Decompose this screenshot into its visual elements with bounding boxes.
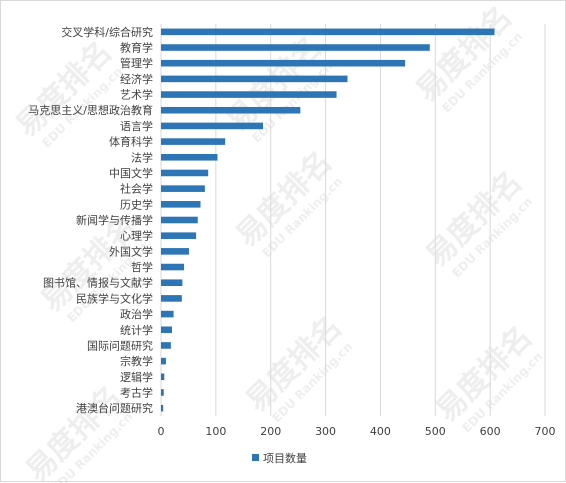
category-label: 港澳台问题研究 [76, 401, 153, 415]
category-label: 马克思主义/思想政治教育 [28, 103, 153, 117]
category-label: 法学 [131, 150, 153, 164]
bar [161, 28, 495, 36]
bar [161, 153, 218, 161]
bar [161, 91, 337, 98]
bar [161, 216, 198, 224]
bar [161, 295, 182, 302]
bar [161, 263, 185, 271]
tick-label: 400 [370, 425, 391, 438]
category-label: 语言学 [120, 119, 153, 133]
category-label: 统计学 [120, 323, 153, 337]
tick-label: 500 [425, 425, 446, 438]
tick-label: 600 [480, 425, 501, 438]
category-label: 政治学 [120, 307, 153, 321]
category-label: 哲学 [131, 260, 153, 274]
tick-label: 0 [158, 425, 165, 438]
category-labels: 交叉学科/综合研究教育学管理学经济学艺术学马克思主义/思想政治教育语言学体育科学… [28, 25, 153, 415]
category-label: 历史学 [120, 197, 153, 211]
category-label: 管理学 [120, 56, 153, 70]
category-label: 民族学与文化学 [76, 291, 153, 305]
tick-label: 100 [205, 425, 226, 438]
legend: 项目数量 [252, 452, 307, 465]
category-label: 体育科学 [109, 135, 153, 149]
category-label: 交叉学科/综合研究 [61, 25, 153, 39]
category-label: 国际问题研究 [87, 338, 153, 352]
bar [161, 106, 301, 114]
bar [161, 169, 209, 177]
bar [161, 59, 406, 67]
bar [161, 326, 172, 334]
category-label: 社会学 [120, 182, 153, 196]
bar [161, 373, 165, 381]
tick-label: 300 [315, 425, 336, 438]
category-label: 教育学 [120, 41, 153, 55]
bar [161, 404, 164, 412]
bar [161, 389, 164, 396]
bar [161, 357, 166, 365]
bar [161, 201, 201, 208]
legend-label: 项目数量 [263, 452, 307, 465]
value-tick-labels: 0 100 200 300 400 500 600 700 [158, 425, 556, 438]
category-label: 外国文学 [109, 244, 153, 258]
bar [161, 75, 348, 83]
tick-label: 200 [260, 425, 281, 438]
category-label: 考古学 [120, 385, 153, 399]
category-label: 图书馆、情报与文献学 [43, 276, 153, 290]
bar [161, 44, 430, 51]
category-label: 新闻学与传播学 [76, 213, 153, 227]
bars [161, 28, 495, 412]
category-label: 经济学 [120, 72, 153, 86]
category-label: 中国文学 [109, 166, 153, 180]
category-label: 艺术学 [120, 88, 153, 102]
bar [161, 232, 197, 239]
category-label: 逻辑学 [120, 370, 153, 384]
tick-label: 700 [535, 425, 556, 438]
category-label: 宗教学 [120, 354, 153, 368]
bar [161, 342, 171, 349]
bar [161, 248, 189, 255]
bar [161, 138, 226, 145]
bar [161, 279, 183, 287]
bar [161, 310, 174, 318]
category-label: 心理学 [120, 229, 153, 243]
bar [161, 122, 264, 130]
legend-swatch [252, 454, 259, 461]
bar [161, 185, 205, 192]
gridlines [215, 24, 546, 416]
